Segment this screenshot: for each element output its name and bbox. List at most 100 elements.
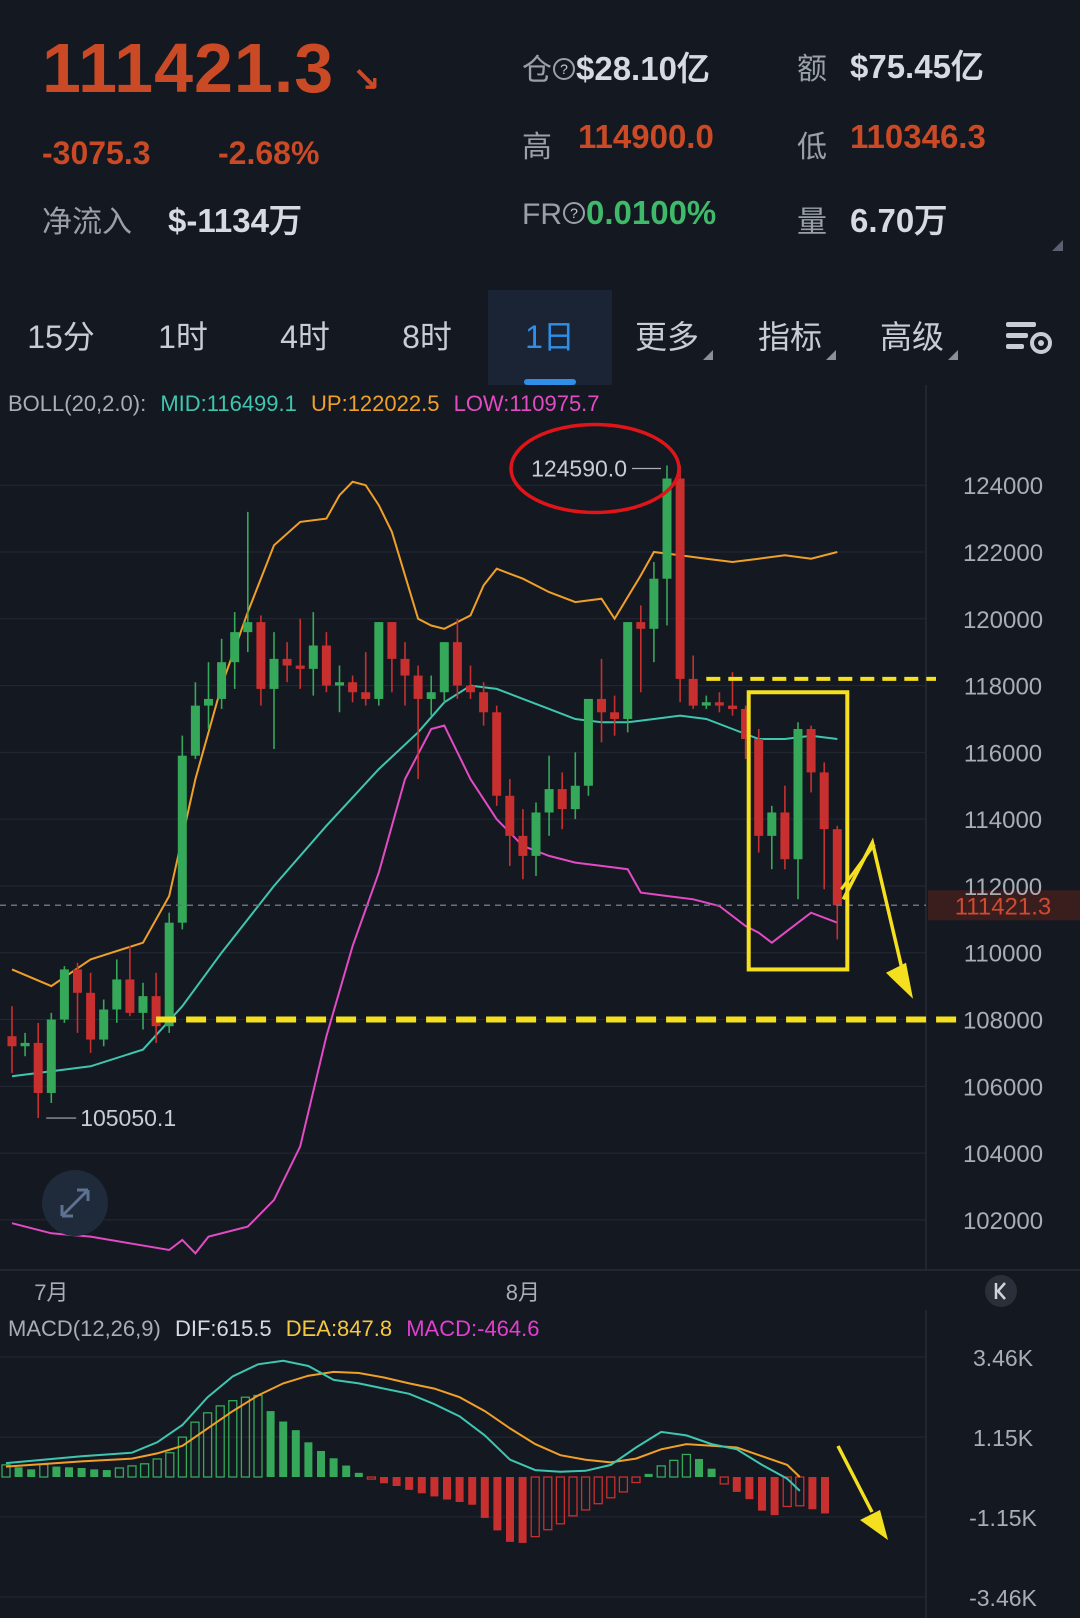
expand-corner-icon[interactable] xyxy=(1052,240,1063,251)
macd-histogram-bar xyxy=(14,1467,23,1477)
macd-histogram-bar xyxy=(342,1465,351,1477)
price-tick-label: 102000 xyxy=(963,1208,1043,1235)
price-tick-label: 104000 xyxy=(963,1141,1043,1168)
amount-value: $75.45亿 xyxy=(850,48,984,85)
candle-body xyxy=(230,632,240,663)
macd-value: MACD:-464.6 xyxy=(406,1316,539,1341)
fullscreen-button[interactable] xyxy=(42,1170,108,1236)
macd-histogram-bar xyxy=(468,1477,477,1505)
macd-histogram-bar xyxy=(39,1463,49,1478)
highlight-ellipse xyxy=(509,422,681,515)
price-tick-label: 120000 xyxy=(963,607,1043,634)
candle-body xyxy=(348,682,358,693)
candle-body xyxy=(780,812,790,860)
price-tick-label: 108000 xyxy=(963,1008,1043,1035)
candle-body xyxy=(86,992,96,1040)
help-icon[interactable]: ? xyxy=(553,58,575,80)
macd-histogram-bar xyxy=(568,1476,578,1517)
macd-histogram-bar xyxy=(758,1477,766,1511)
macd-arrow-line xyxy=(836,1445,874,1513)
candle-body xyxy=(99,1009,109,1040)
candle-body xyxy=(597,698,606,713)
candle-body xyxy=(832,829,842,906)
last-price: 111421.3 xyxy=(42,29,335,107)
macd-histogram-bar xyxy=(443,1477,451,1500)
candle-body xyxy=(59,969,69,1020)
tab-4h[interactable]: 4时 xyxy=(280,319,330,355)
macd-histogram-bar xyxy=(555,1476,566,1525)
candle-body xyxy=(256,622,266,689)
tab-1h[interactable]: 1时 xyxy=(158,319,208,355)
macd-histogram-bar xyxy=(77,1467,86,1477)
boll-low: LOW:110975.7 xyxy=(454,391,600,416)
max-price-label: 124590.0 xyxy=(531,455,627,481)
date-tick-label: 8月 xyxy=(506,1280,540,1305)
candle-body xyxy=(714,702,724,706)
tab-advanced[interactable]: 高级 xyxy=(858,290,980,385)
tab-more[interactable]: 更多 xyxy=(612,290,736,385)
dropdown-caret-icon xyxy=(703,350,713,360)
funding-rate[interactable]: FR? 0.0100% xyxy=(522,194,716,232)
macd-histogram-bar xyxy=(177,1436,188,1478)
macd-histogram-bar xyxy=(530,1476,540,1538)
candle-body xyxy=(426,692,436,699)
candle-body xyxy=(583,698,593,786)
tab-1d[interactable]: 1日 xyxy=(488,290,612,385)
tab-15m[interactable]: 15分 xyxy=(27,319,95,355)
tab-indicators[interactable]: 指标 xyxy=(736,290,858,385)
open-interest[interactable]: 仓? $28.10亿 xyxy=(522,42,710,90)
funding-rate-value: 0.0100% xyxy=(586,194,717,231)
candle-body xyxy=(282,658,292,666)
macd-histogram-bar xyxy=(266,1411,275,1477)
candle-body xyxy=(819,772,829,830)
candle-body xyxy=(439,642,449,693)
macd-histogram-bar xyxy=(228,1400,238,1478)
boll-name: BOLL(20,2.0): xyxy=(8,391,146,416)
candle-body xyxy=(492,712,502,796)
volume-label: 量 xyxy=(797,206,827,239)
min-price-label: 105050.1 xyxy=(80,1105,176,1131)
candle-body xyxy=(610,712,620,719)
macd-histogram-bar xyxy=(580,1476,591,1511)
candle-body xyxy=(46,1019,56,1093)
macd-histogram-bar xyxy=(139,1463,150,1478)
candle-body xyxy=(479,692,489,713)
price-tick-label: 118000 xyxy=(964,674,1042,701)
candle-body xyxy=(649,578,659,629)
macd-histogram-bar xyxy=(606,1476,616,1499)
trend-arrow-head xyxy=(886,962,913,999)
candle-body xyxy=(243,622,253,633)
macd-histogram-bar xyxy=(480,1477,489,1518)
candle-body xyxy=(33,1042,43,1093)
macd-tick-label: 3.46K xyxy=(973,1345,1034,1371)
macd-histogram-bar xyxy=(27,1469,36,1477)
candle-body xyxy=(7,1036,17,1047)
price-tick-label: 116000 xyxy=(964,740,1042,767)
candle-body xyxy=(138,996,148,1013)
tab-8h[interactable]: 8时 xyxy=(402,319,452,355)
price-tick-label: 110000 xyxy=(964,941,1042,968)
macd-histogram-bar xyxy=(127,1465,137,1478)
price-tick-label: 124000 xyxy=(963,473,1043,500)
boll-mid: MID:116499.1 xyxy=(160,391,297,416)
help-icon[interactable]: ? xyxy=(563,202,585,224)
macd-histogram-bar xyxy=(253,1394,263,1478)
macd-histogram-bar xyxy=(808,1477,817,1510)
macd-histogram-bar xyxy=(1,1464,11,1478)
candle-body xyxy=(164,922,174,1027)
macd-histogram-bar xyxy=(405,1477,414,1490)
netflow-label: 净流入 xyxy=(42,206,132,239)
open-interest-value: $28.10亿 xyxy=(576,50,710,87)
candle-body xyxy=(321,645,331,686)
down-arrow-icon: ↘ xyxy=(352,61,381,99)
candle-body xyxy=(570,785,580,810)
price-tick-label: 106000 xyxy=(963,1074,1043,1101)
macd-histogram-bar xyxy=(329,1458,338,1477)
dropdown-caret-icon xyxy=(948,350,958,360)
macd-histogram-bar xyxy=(317,1450,325,1477)
chart-settings-icon[interactable] xyxy=(1004,318,1056,358)
boll-up: UP:122022.5 xyxy=(311,391,439,416)
jump-latest-button[interactable] xyxy=(985,1275,1017,1307)
macd-histogram-bar xyxy=(190,1421,200,1478)
candle-body xyxy=(793,728,803,860)
